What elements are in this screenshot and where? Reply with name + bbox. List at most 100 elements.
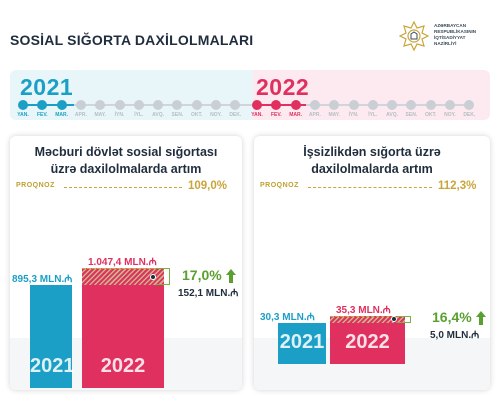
timeline-dot — [153, 100, 164, 110]
timeline-dot — [133, 100, 144, 110]
chart-card-social-insurance: Məcburi dövlət sosial sığortası üzrə dax… — [10, 136, 242, 390]
bar-year-label: 2021 — [279, 330, 325, 353]
timeline-track — [22, 104, 466, 106]
growth-bracket — [397, 316, 411, 323]
growth-bracket — [156, 268, 170, 286]
growth-marker — [391, 316, 397, 323]
chart-card-unemployment-insurance: İşsizlikdən sığorta üzrə daxilolmalarda … — [254, 136, 490, 390]
forecast-label: PROQNOZ — [16, 182, 55, 189]
timeline-dot — [406, 100, 417, 110]
bar-year-label: 2022 — [100, 355, 146, 377]
timeline-dot — [95, 100, 106, 110]
timeline-dot — [290, 100, 301, 110]
timeline-month-label: SEN. — [405, 112, 418, 118]
timeline-dot — [18, 100, 28, 110]
bar-year-label: 2021 — [30, 354, 75, 377]
timeline-month-label: FEV. — [36, 112, 48, 118]
timeline-month-label: MAY. — [328, 112, 340, 118]
timeline-dot — [445, 100, 455, 110]
bar-value-2021: 895,3 MLN.₼ — [12, 274, 73, 286]
growth-percent: 16,4% — [432, 309, 472, 326]
growth-percent: 17,0% — [182, 266, 222, 283]
timeline-year-2021: 2021 — [20, 74, 74, 100]
timeline-dot — [271, 100, 282, 110]
timeline-dot — [425, 100, 436, 110]
timeline-month-label: YAN. — [251, 112, 263, 118]
timeline-2021-background — [10, 70, 253, 120]
logo-line: AZƏRBAYCAN — [434, 23, 467, 28]
timeline-track-2021-active — [22, 104, 74, 106]
forecast-line — [64, 187, 182, 188]
timeline-dot — [252, 100, 262, 110]
timeline-month-label: İYN. — [348, 112, 359, 118]
timeline-year-2022: 2022 — [256, 74, 310, 100]
timeline-dot — [309, 100, 320, 110]
timeline-dot — [367, 100, 378, 110]
timeline-month-label: APR. — [74, 112, 87, 118]
timeline-month-label: OKT. — [424, 112, 437, 118]
ministry-logo: AZƏRBAYCAN RESPUBLİKASININ İQTİSADİYYAT … — [398, 18, 493, 58]
chart-title-line: daxilolmalarda artım — [311, 162, 433, 176]
timeline-dot — [172, 100, 183, 110]
bar-2021: 2021 — [30, 285, 75, 388]
timeline-month-label: DEK. — [463, 112, 476, 118]
arrow-up-icon — [226, 268, 236, 283]
chart-title: İşsizlikdən sığorta üzrə daxilolmalarda … — [254, 144, 490, 178]
timeline-dot — [329, 100, 340, 110]
timeline-month-label: MAR. — [289, 112, 302, 118]
logo-line: NAZİRLİYİ — [434, 41, 457, 46]
growth-marker — [150, 273, 156, 280]
timeline-month-label: İYL. — [368, 112, 378, 118]
forecast-value: 112,3% — [438, 180, 477, 192]
timeline-month-label: NOY. — [210, 112, 222, 118]
bar-value-2022: 35,3 MLN.₼ — [336, 305, 391, 316]
timeline-month-label: MAR. — [55, 112, 68, 118]
emblem-icon — [398, 20, 430, 52]
growth-hatch — [82, 268, 164, 286]
growth-hatch — [330, 316, 405, 323]
timeline-dot — [230, 100, 241, 110]
chart-title-line: İşsizlikdən sığorta üzrə — [303, 145, 441, 159]
timeline-month-label: DEK. — [229, 112, 242, 118]
timeline-month-label: İYN. — [114, 112, 125, 118]
timeline-dot — [114, 100, 125, 110]
logo-line: RESPUBLİKASININ — [434, 29, 477, 34]
timeline-month-label: MAY. — [94, 112, 106, 118]
timeline-dot — [56, 100, 67, 110]
arrow-up-icon — [476, 311, 486, 326]
bar-year-label: 2022 — [345, 331, 390, 353]
timeline-2022-background — [253, 70, 490, 120]
timeline-month-label: YAN. — [17, 112, 29, 118]
forecast-line — [308, 187, 432, 188]
timeline-dot — [387, 100, 398, 110]
timeline-month-label: OKT. — [190, 112, 203, 118]
month-timeline: 2021 2022 YAN. FEV. MAR. APR. MAY. İYN. İYL. AV… — [10, 70, 490, 122]
logo-line: İQTİSADİYYAT — [434, 35, 466, 40]
forecast-value: 109,0% — [188, 180, 228, 192]
bar-2021: 2021 — [278, 322, 326, 364]
bar-value-2021: 30,3 MLN.₼ — [260, 311, 315, 323]
chart-title-line: üzrə daxilolmalarda artım — [50, 162, 202, 176]
chart-title: Məcburi dövlət sosial sığortası üzrə dax… — [10, 144, 242, 178]
timeline-dot — [464, 100, 475, 110]
timeline-dot — [211, 100, 221, 110]
growth-absolute: 5,0 MLN.₼ — [430, 330, 480, 342]
bar-value-2022: 1.047,4 MLN.₼ — [88, 257, 157, 268]
growth-absolute: 152,1 MLN.₼ — [178, 287, 239, 299]
bar-2022: 2022 — [330, 316, 405, 364]
timeline-dot — [37, 100, 48, 110]
timeline-dot — [75, 100, 86, 110]
timeline-month-label: İYL. — [134, 112, 144, 118]
timeline-month-label: NOY. — [444, 112, 456, 118]
logo-text: AZƏRBAYCAN RESPUBLİKASININ İQTİSADİYYAT … — [434, 23, 476, 47]
timeline-month-label: SEN. — [171, 112, 184, 118]
timeline-month-label: AVQ. — [386, 112, 399, 118]
timeline-month-label: APR. — [308, 112, 321, 118]
chart-title-line: Məcburi dövlət sosial sığortası — [34, 145, 218, 159]
page-title: SOSİAL SIĞORTA DAXİLOLMALARI — [10, 32, 254, 48]
timeline-month-label: FEV. — [270, 112, 282, 118]
timeline-month-label: AVQ. — [152, 112, 165, 118]
forecast-label: PROQNOZ — [260, 182, 299, 189]
timeline-dot — [348, 100, 359, 110]
timeline-dot — [191, 100, 202, 110]
